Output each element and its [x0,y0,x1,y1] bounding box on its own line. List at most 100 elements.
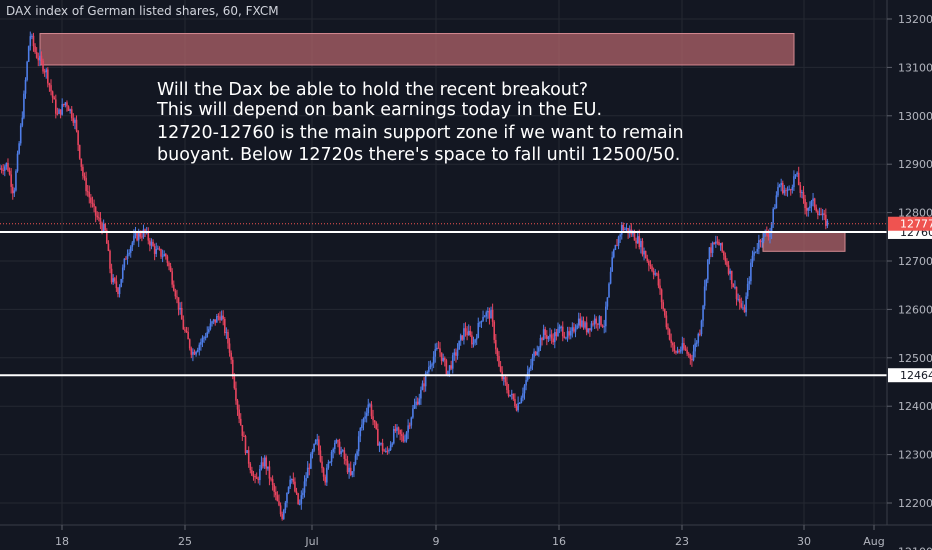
candle-body [254,476,256,478]
candle-body [568,331,570,336]
candle-body [198,344,201,350]
candle-body [397,427,400,430]
candle-body [24,79,27,94]
candle-body [737,298,739,300]
y-tick-label: 12900 [898,158,932,171]
candle-body [608,283,610,298]
candle-body [8,170,11,175]
candle-body [761,241,763,243]
x-tick-label: 30 [797,535,811,548]
candle-body [593,318,596,325]
candle-body [510,393,513,395]
candle-body [756,248,759,252]
candle-body [11,186,14,194]
candle-body [823,213,826,215]
candle-body [724,255,727,262]
y-tick-label: 13200 [898,13,932,26]
candle-body [306,467,309,479]
candle-body [546,334,548,339]
candle-body [726,261,728,266]
candle-body [413,405,416,409]
candle-body [399,429,401,435]
price-axis[interactable] [887,0,932,550]
candle-body [392,428,395,444]
candle-body [520,397,523,404]
candle-body [812,198,814,202]
candle-body [528,368,531,373]
candle-body [466,331,468,336]
candle-body [219,316,221,321]
candle-body [314,439,317,445]
candle-body [743,307,746,313]
candle-body [738,298,741,304]
candle-body [691,358,693,361]
candle-body [15,171,17,191]
candle-body [732,283,735,288]
candle-body [595,318,598,324]
candle-body [204,337,207,339]
y-tick-label: 12200 [898,497,932,510]
candle-body [817,211,819,215]
candle-body [62,104,65,106]
candle-body [18,143,20,154]
candle-body [80,158,83,167]
candle-body [405,432,408,441]
candle-body [281,514,283,519]
x-tick-label: 25 [178,535,192,548]
candle-body [96,215,99,218]
candle-body [713,242,716,244]
candle-body [378,443,381,446]
candle-body [404,440,406,442]
candle-body [730,270,733,284]
candle-body [648,261,650,266]
candle-body [372,416,374,421]
candle-body [463,328,465,340]
candle-body [552,338,554,343]
zone-rect [39,33,795,66]
candle-body [491,309,494,322]
candle-body [453,352,456,356]
candle-body [805,208,808,211]
candle-body [649,265,652,267]
candle-body [271,479,274,486]
candle-body [292,478,295,482]
candle-body [109,250,111,269]
candle-body [176,296,178,298]
candle-body [644,250,647,259]
candle-body [102,223,105,232]
candle-body [799,185,802,193]
candle-body [45,69,48,73]
candle-body [385,450,387,452]
candle-body [297,493,299,505]
candle-body [195,351,197,355]
candle-body [577,318,580,326]
candle-body [697,333,700,343]
candle-body [302,492,304,496]
candle-body [684,348,687,351]
candle-body [487,310,489,313]
candle-body [788,189,790,191]
candle-body [740,303,743,308]
candle-body [275,491,277,496]
candle-body [343,450,346,459]
candle-body [200,342,202,345]
candle-body [290,478,293,480]
candle-body [90,197,92,203]
candle-body [400,434,403,436]
candle-body [565,337,567,339]
candle-body [821,213,824,216]
candle-body [0,168,1,170]
candle-body [144,229,146,233]
candle-body [153,246,156,254]
candle-body [249,463,252,471]
candle-body [377,428,379,446]
candle-body [136,232,138,241]
candle-body [633,232,636,241]
candle-body [188,339,191,349]
candle-body [184,329,186,331]
candle-body [139,232,142,237]
candle-body [421,383,424,390]
candle-body [436,347,438,350]
